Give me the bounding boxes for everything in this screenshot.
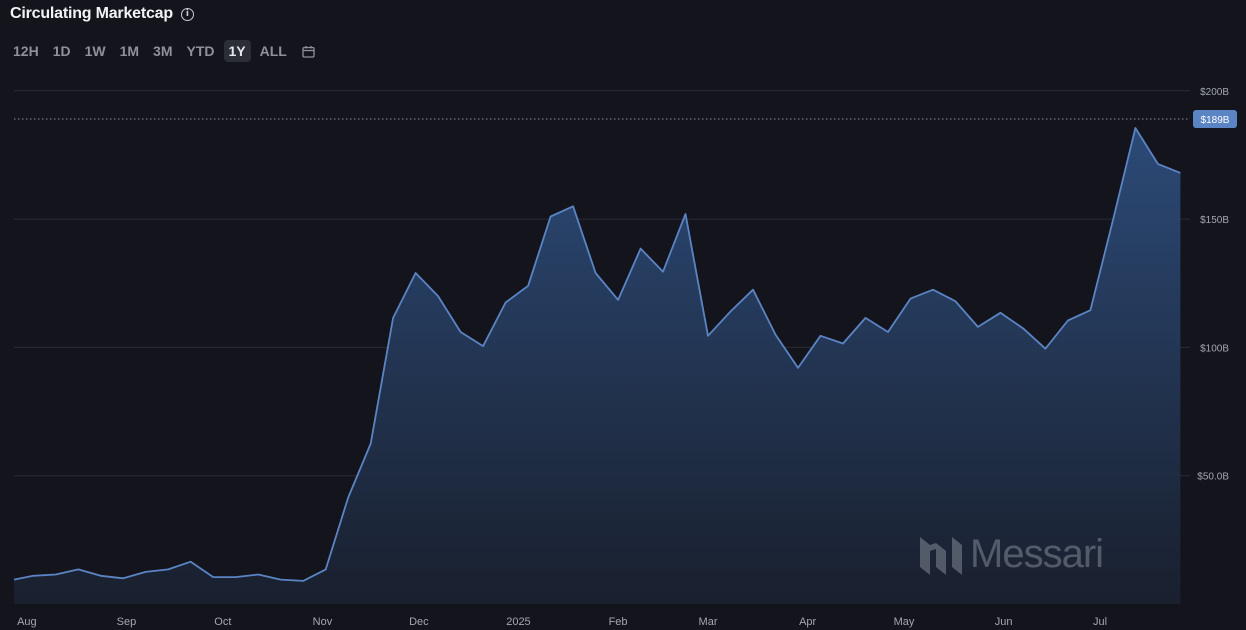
x-tick-label: Mar [699,616,718,628]
series-line [13,127,1181,582]
x-tick-label: Aug [17,616,37,628]
x-tick-label: Apr [799,616,816,628]
y-tick-label: $50.0B [1197,472,1229,483]
messari-watermark: Messari [920,532,1104,577]
series-area-fill [14,128,1181,604]
current-value-tag [1193,110,1237,129]
x-tick-label: Feb [609,616,628,628]
y-tick-label: $150B [1200,215,1229,226]
chart-title: Circulating Marketcap [10,5,173,22]
range-button-1y[interactable]: 1Y [223,40,251,62]
x-tick-label: Sep [117,616,137,628]
x-tick-label: May [894,616,915,628]
range-button-12h[interactable]: 12H [13,43,39,59]
x-tick-label: Oct [214,616,231,628]
y-tick-label: $200B [1200,87,1229,98]
range-button-ytd[interactable]: YTD [186,43,215,59]
chart-header: Circulating Marketcap i [10,5,194,23]
messari-logo-icon [920,536,962,575]
area-layer [13,118,1190,604]
y-tick-label: $100B [1200,343,1229,354]
x-tick-label: Jul [1093,616,1107,628]
range-button-all[interactable]: ALL [259,43,287,59]
range-button-1d[interactable]: 1D [52,43,71,59]
axis-labels: $50.0B $100B $150B $200B Aug Sep Oct Nov Dec 2025… [17,87,1237,628]
calendar-icon[interactable] [302,45,315,58]
range-button-1m[interactable]: 1M [119,43,140,59]
x-tick-label: 2025 [506,616,530,628]
messari-wordmark: Messari [970,532,1104,576]
time-range-selector: 12H 1D 1W 1M 3M YTD 1Y ALL [8,40,315,62]
info-icon[interactable]: i [180,7,194,21]
current-value-label: $189B [1201,115,1230,126]
range-button-3m[interactable]: 3M [153,43,173,59]
range-button-1w[interactable]: 1W [84,43,106,59]
x-tick-label: Jun [995,616,1013,628]
x-tick-label: Nov [313,616,333,628]
x-tick-label: Dec [409,616,429,628]
